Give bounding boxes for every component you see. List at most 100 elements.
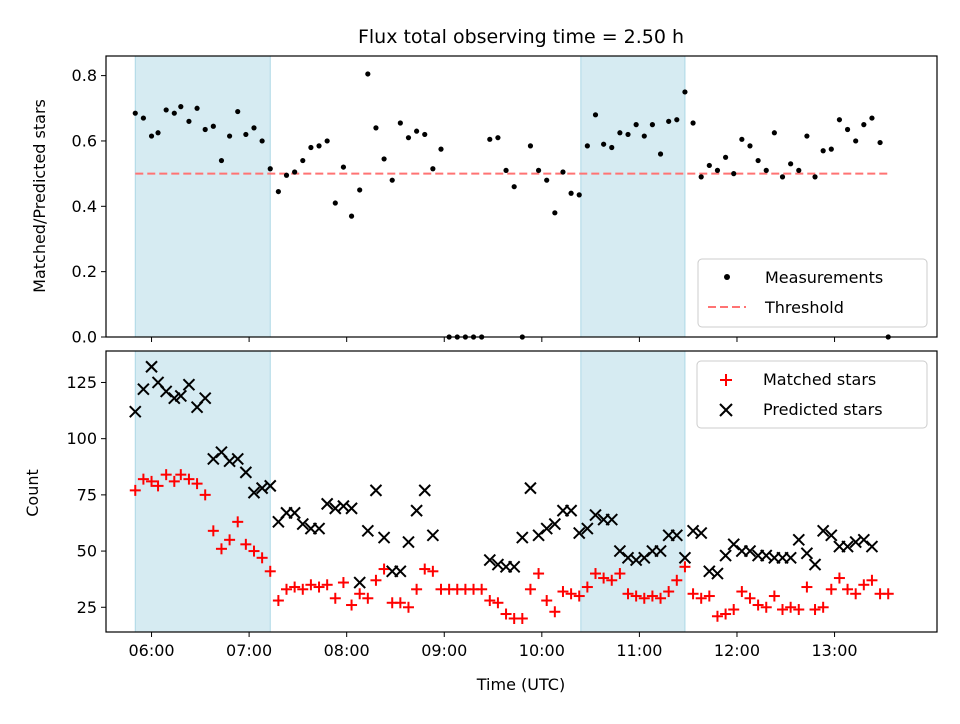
measurement-point xyxy=(389,177,395,183)
measurement-point xyxy=(324,138,330,144)
matched-stars-point xyxy=(281,583,293,595)
predicted-stars-point xyxy=(564,504,578,517)
matched-stars-point xyxy=(679,561,691,573)
predicted-stars-point xyxy=(369,484,383,497)
matched-stars-point xyxy=(492,597,504,609)
matched-stars-point xyxy=(703,590,715,602)
x-tick-label: 09:00 xyxy=(421,641,467,660)
predicted-stars-point xyxy=(483,553,496,567)
matched-stars-point xyxy=(321,579,333,591)
measurement-point xyxy=(194,105,200,111)
top-legend: Measurements Threshold xyxy=(697,258,928,328)
matched-stars-point xyxy=(768,590,780,602)
predicted-stars-point xyxy=(540,522,553,535)
matched-stars-point xyxy=(736,586,748,598)
x-tick-label: 13:00 xyxy=(811,641,857,660)
measurement-point xyxy=(178,104,184,110)
measurement-point xyxy=(853,138,859,144)
predicted-stars-point xyxy=(320,497,334,511)
matched-stars-point xyxy=(516,613,528,625)
measurement-point xyxy=(552,210,558,216)
predicted-stars-point xyxy=(581,522,594,535)
matched-stars-point xyxy=(858,579,870,591)
matched-stars-point xyxy=(785,601,797,613)
bottom-y-tick-label: 75 xyxy=(77,485,97,504)
matched-stars-point xyxy=(297,583,309,595)
legend-measurements-marker xyxy=(724,274,730,280)
measurement-point xyxy=(414,128,420,134)
predicted-stars-point xyxy=(825,529,838,542)
top-shaded-interval-1 xyxy=(580,55,686,338)
predicted-stars-point xyxy=(198,392,212,405)
measurement-point xyxy=(373,125,379,131)
measurement-point xyxy=(804,133,810,139)
chart-title: Flux total observing time = 2.50 h xyxy=(358,26,684,48)
legend-matched-label: Matched stars xyxy=(763,370,876,389)
measurement-point xyxy=(755,157,761,164)
predicted-stars-point xyxy=(670,529,684,542)
measurement-point xyxy=(657,151,664,157)
predicted-stars-point xyxy=(377,531,391,544)
measurement-point xyxy=(308,144,314,151)
predicted-stars-point xyxy=(621,551,635,565)
top-shaded-interval-0 xyxy=(134,55,271,338)
top-y-tick-label: 0.2 xyxy=(72,262,97,281)
measurement-point xyxy=(706,162,712,169)
predicted-stars-point xyxy=(792,533,805,547)
matched-stars-point xyxy=(598,572,610,584)
matched-stars-point xyxy=(614,568,626,580)
matched-stars-point xyxy=(484,595,496,607)
matched-stars-point xyxy=(589,568,601,580)
matched-stars-point xyxy=(573,590,585,602)
measurement-point xyxy=(666,118,672,124)
legend-matched-marker xyxy=(720,374,732,386)
matched-stars-point xyxy=(533,568,545,580)
measurement-point xyxy=(812,174,818,180)
measurement-point xyxy=(226,133,233,139)
measurement-point xyxy=(601,141,607,147)
measurement-point xyxy=(340,164,347,170)
predicted-stars-point xyxy=(264,479,277,493)
measurement-point xyxy=(544,177,550,183)
measurement-point xyxy=(218,157,225,164)
bottom-y-tick-label: 25 xyxy=(77,598,97,617)
predicted-stars-point xyxy=(255,481,269,495)
predicted-stars-point xyxy=(337,499,350,513)
measurement-point xyxy=(747,143,753,149)
predicted-stars-point xyxy=(137,383,150,396)
legend-predicted-label: Predicted stars xyxy=(763,400,883,419)
matched-stars-point xyxy=(215,543,227,555)
measurement-point xyxy=(690,120,696,126)
bottom-panel: 25 50 75 100 125 06:00 07:00 08:00 09:00 10:00 11… xyxy=(23,350,938,694)
matched-stars-point xyxy=(646,590,658,602)
measurement-point xyxy=(869,115,875,121)
legend-measurements-label: Measurements xyxy=(765,268,883,287)
measurement-point xyxy=(140,115,147,121)
measurement-point xyxy=(844,126,851,133)
bottom-axes-frame xyxy=(105,350,938,633)
matched-stars-point xyxy=(720,608,732,620)
matched-stars-point xyxy=(394,597,406,609)
predicted-stars-point xyxy=(491,558,505,571)
measurement-point xyxy=(171,110,177,116)
measurement-point xyxy=(788,161,794,167)
predicted-stars-point xyxy=(760,549,773,562)
measurement-point xyxy=(617,130,623,136)
predicted-stars-point xyxy=(548,517,562,531)
measurement-point xyxy=(609,144,615,151)
measurement-point xyxy=(820,148,826,154)
measurement-point xyxy=(267,166,273,172)
matched-stars-point xyxy=(378,563,390,575)
measurement-point xyxy=(763,167,769,173)
measurement-point xyxy=(739,136,745,142)
predicted-stars-point xyxy=(402,535,415,549)
predicted-stars-point xyxy=(573,526,586,540)
top-y-tick-label: 0.8 xyxy=(72,66,97,85)
matched-stars-point xyxy=(882,588,894,600)
matched-stars-point xyxy=(329,592,341,604)
matched-stars-point xyxy=(711,610,723,622)
predicted-stars-point xyxy=(426,529,440,542)
measurement-point xyxy=(836,117,843,123)
legend-predicted-marker xyxy=(719,403,733,417)
